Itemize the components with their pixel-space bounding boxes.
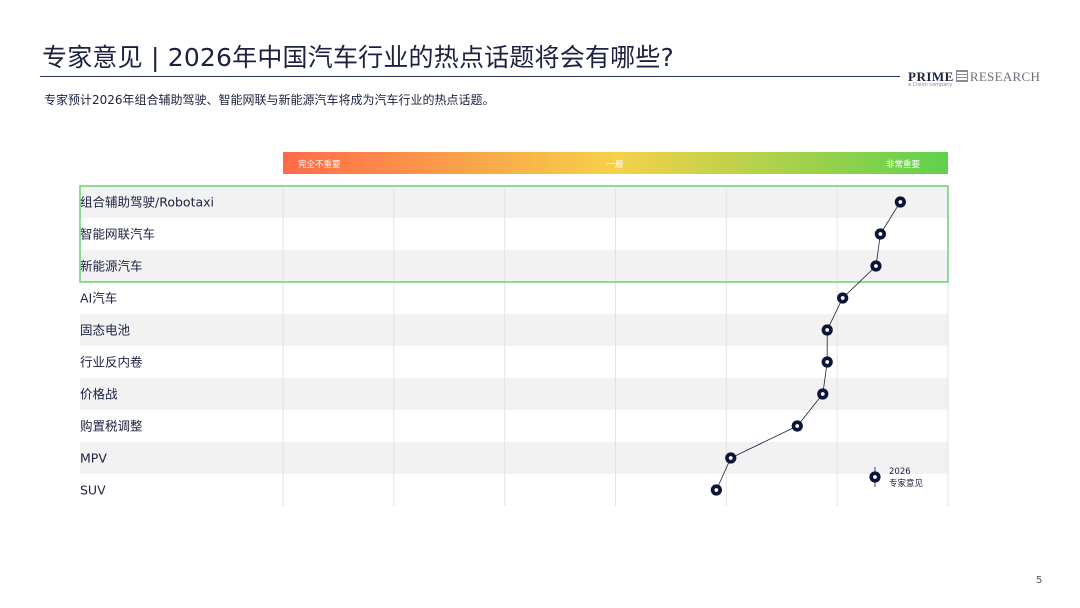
- row-bands: [80, 186, 948, 474]
- logo-tagline: a Cision company: [908, 82, 953, 88]
- data-point-center: [898, 200, 903, 204]
- logo-mark-icon: [955, 70, 968, 82]
- legend-marker-center: [873, 475, 877, 479]
- row-band: [80, 378, 948, 410]
- category-label: 新能源汽车: [80, 259, 143, 274]
- importance-scale-bar: [283, 152, 948, 174]
- scale-label: 一般: [606, 159, 624, 170]
- scale-label: 非常重要: [886, 159, 921, 170]
- series-line-2026: [716, 201, 901, 491]
- category-label: 固态电池: [80, 323, 131, 338]
- data-point-center: [825, 328, 830, 332]
- category-label: 组合辅助驾驶/Robotaxi: [80, 195, 214, 210]
- row-band: [80, 314, 948, 346]
- row-band: [80, 186, 948, 218]
- category-label: MPV: [80, 451, 107, 466]
- scale-labels: 完全不重要 一般 非常重要: [298, 159, 920, 170]
- category-label: 智能网联汽车: [80, 227, 155, 242]
- data-point-center: [714, 488, 719, 492]
- data-point-center: [820, 392, 825, 396]
- category-label: 购置税调整: [80, 419, 143, 434]
- data-point-center: [840, 296, 845, 300]
- category-label: AI汽车: [80, 291, 117, 306]
- category-label: 价格战: [80, 387, 118, 402]
- page-title: 专家意见 | 2026年中国汽车行业的热点话题将会有哪些?: [42, 43, 675, 72]
- legend-label: 2026: [889, 467, 911, 477]
- logo-research-text: RESEARCH: [969, 69, 1041, 84]
- data-point-center: [795, 424, 800, 428]
- category-label: SUV: [80, 483, 106, 498]
- legend-label: 专家意见: [889, 478, 924, 489]
- data-point-center: [878, 232, 883, 236]
- data-point-center: [728, 456, 733, 460]
- page-subtitle: 专家预计2026年组合辅助驾驶、智能网联与新能源汽车将成为汽车行业的热点话题。: [44, 93, 495, 107]
- series-points: [710, 196, 906, 496]
- scale-label: 完全不重要: [298, 159, 341, 170]
- prime-research-logo: PRIME RESEARCH a Cision company: [908, 66, 1048, 92]
- logo-prime-text: PRIME: [908, 69, 954, 84]
- row-band: [80, 250, 948, 282]
- grid-lines: [282, 186, 949, 506]
- row-band: [80, 442, 948, 474]
- category-label: 行业反内卷: [80, 355, 143, 370]
- title-divider: [40, 76, 900, 77]
- page-number: 5: [1036, 575, 1043, 586]
- highlight-box: [79, 185, 949, 283]
- data-point-center: [825, 360, 830, 364]
- data-point-center: [874, 264, 878, 268]
